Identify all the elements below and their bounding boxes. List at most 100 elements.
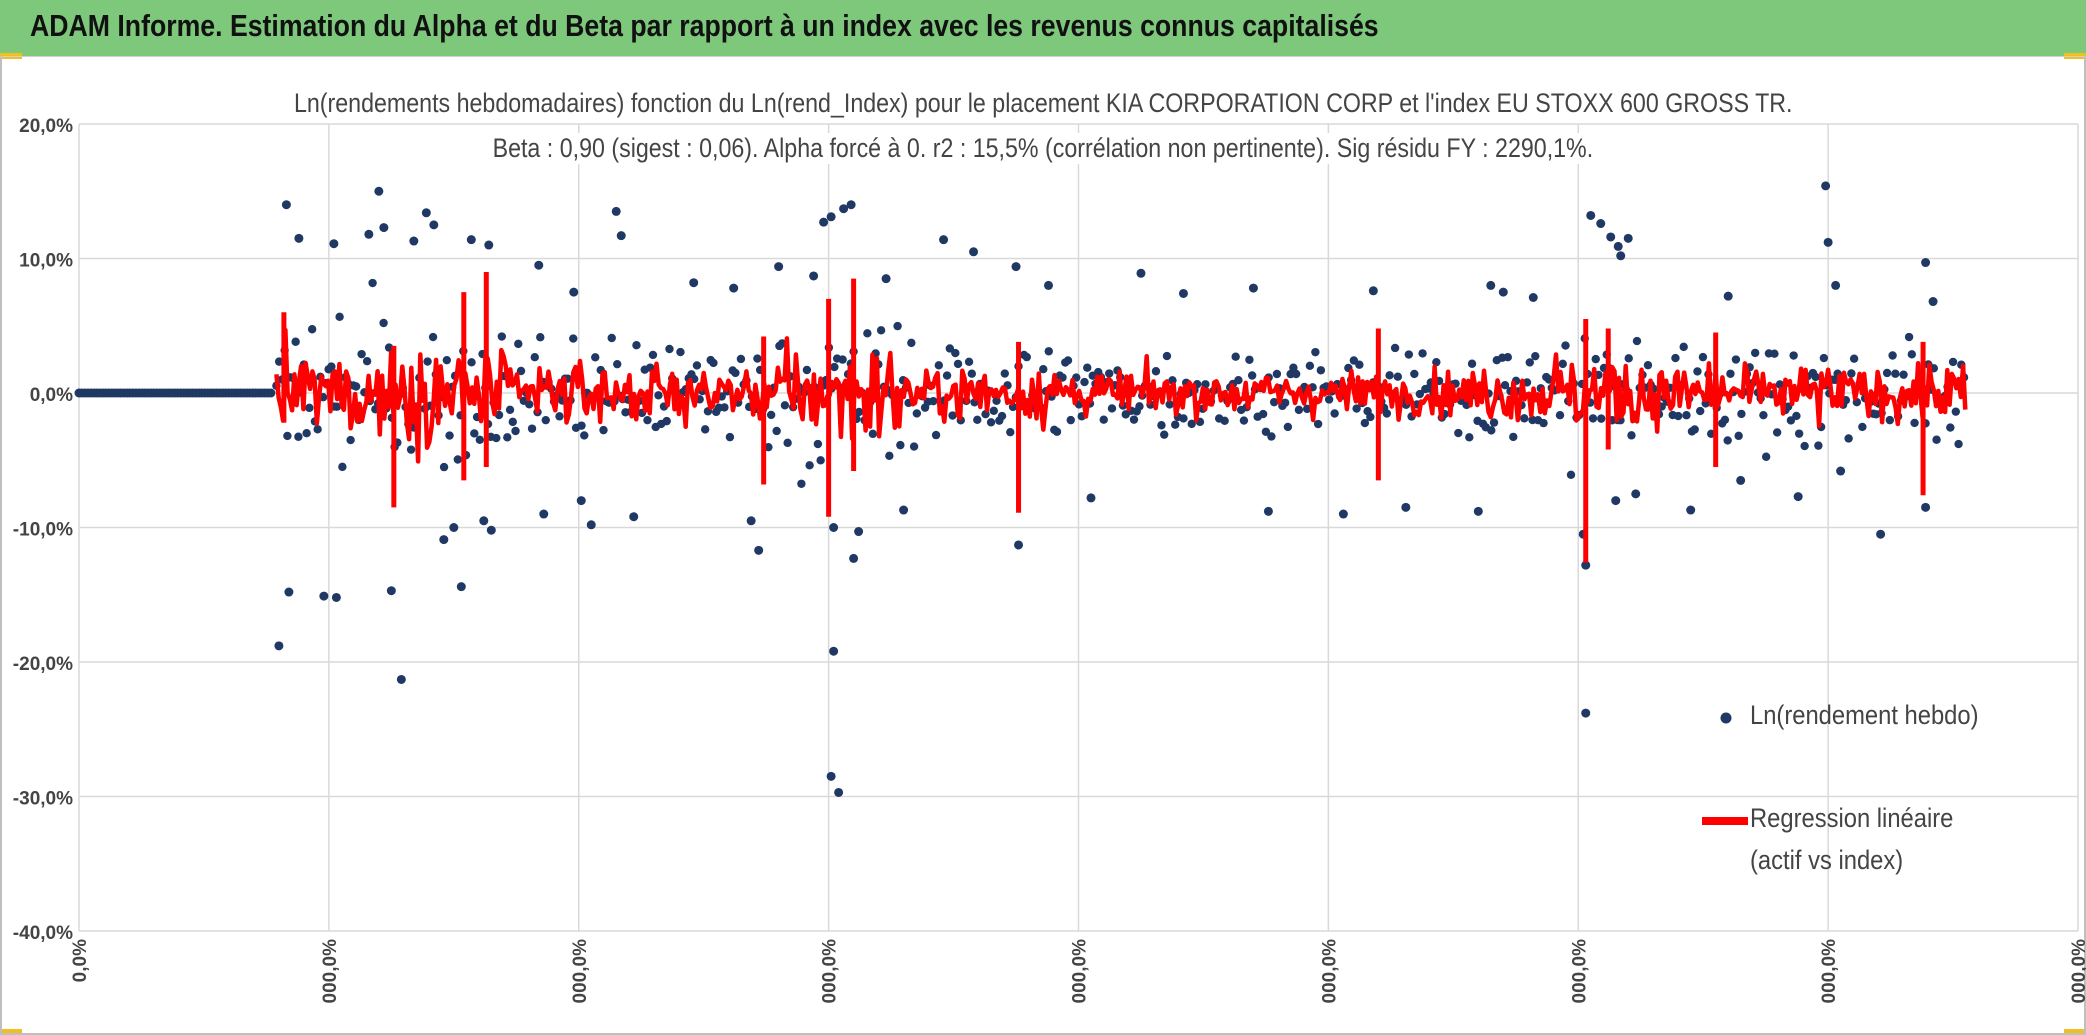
data-point [1135,402,1144,411]
data-point [945,344,955,353]
data-point [1759,410,1768,420]
data-point [423,357,432,366]
data-point [1520,414,1529,423]
data-point [1698,352,1708,362]
data-point [1921,502,1931,512]
data-point [868,429,878,439]
data-point [1465,433,1474,442]
data-point [1366,412,1375,422]
data-point [839,204,849,214]
data-point [1410,369,1419,379]
data-point [1432,357,1441,367]
data-point [764,442,773,452]
data-point [421,208,431,218]
data-point [1179,414,1188,423]
data-point [1555,410,1565,420]
data-point [466,235,476,245]
data-point [885,451,894,461]
data-point [1302,404,1312,414]
data-point [613,359,622,369]
data-point [396,674,406,684]
data-point [1239,416,1249,425]
data-point [453,455,463,464]
data-point [830,362,839,372]
data-point [294,432,303,441]
data-point [1509,432,1518,442]
data-point [863,329,872,338]
data-point [475,435,484,445]
data-point [854,527,864,537]
data-point [665,344,674,354]
data-point [1566,470,1576,480]
data-point [997,411,1007,421]
data-point [1921,258,1931,268]
data-point [283,431,292,441]
data-point [456,582,466,592]
data-point [1171,420,1180,429]
y-tick-label: -10,0% [13,520,73,541]
data-point [1080,377,1089,387]
data-point [1586,210,1596,220]
data-point [1726,369,1735,378]
data-point [327,362,336,371]
x-tick-label: 000,0% [1819,939,1840,1004]
data-point [876,326,886,335]
data-point [1597,414,1606,423]
data-point [754,545,764,555]
data-point [577,421,586,430]
data-point [1624,354,1633,363]
data-point [797,479,806,488]
data-point [569,287,579,297]
report-header-banner: ADAM Informe. Estimation du Alpha et du … [0,0,2086,56]
data-point [1006,427,1015,437]
data-point [484,240,494,250]
data-point [1269,397,1279,407]
data-point [964,357,974,366]
data-point [332,402,342,411]
y-tick-label: 0,0% [30,385,73,406]
data-point [599,425,608,435]
data-point [511,426,520,436]
data-point [1770,349,1779,358]
data-point [338,462,347,472]
data-point [580,431,589,440]
data-point [1616,251,1626,261]
data-point [753,354,762,363]
data-point [829,646,839,656]
data-point [497,332,506,341]
data-point [1823,237,1833,247]
data-point [1951,407,1961,416]
data-point [1561,341,1570,350]
data-point [364,229,374,239]
data-point [1390,343,1400,353]
data-point [525,400,534,409]
data-point [826,212,836,222]
data-point [899,505,909,515]
data-point [1761,452,1771,461]
data-point [1039,365,1048,374]
data-point [1631,489,1641,499]
data-point [912,409,922,418]
data-point [1591,354,1600,364]
data-point [1178,288,1188,298]
data-point [1368,286,1378,296]
data-point [1847,369,1856,378]
chart-title-line1-text: Ln(rendements hebdomadaires) fonction du… [285,88,1801,119]
legend-label-markers: Ln(rendement hebdo) [1750,700,1979,730]
data-point [1393,372,1403,381]
data-point [700,425,710,434]
data-point [374,186,384,196]
legend-label-line-1: Regression linéaire [1750,803,1954,833]
data-point [1904,332,1914,342]
data-point [1263,506,1273,516]
data-point [368,278,377,288]
data-point [774,262,784,272]
data-point [449,523,459,532]
y-tick-label: -30,0% [13,789,73,810]
data-point [494,410,504,420]
data-point [648,350,658,360]
data-point [1467,359,1477,368]
data-point [1316,366,1326,375]
data-point [1305,361,1315,371]
